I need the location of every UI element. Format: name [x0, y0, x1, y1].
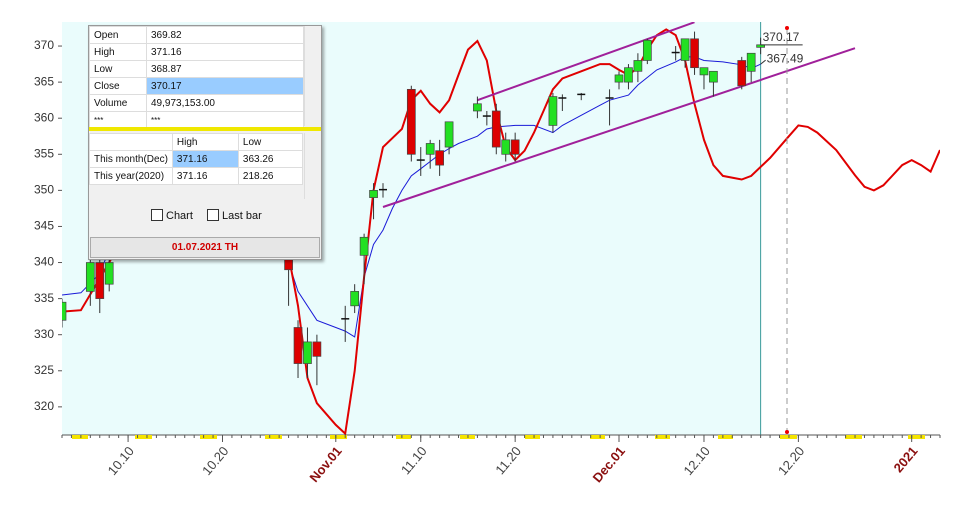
candle-body [690, 38, 699, 69]
label: High [89, 43, 147, 61]
x-tick-label: 10.10 [105, 443, 137, 478]
y-tick-label: 340 [34, 255, 54, 269]
indicator-line [62, 56, 761, 338]
indicator-line [477, 22, 695, 102]
data-window: Open 369.82 High 371.16 Low 368.87 Close 370… [88, 25, 322, 260]
y-tick-label: 320 [34, 399, 54, 413]
x-tick-label: 11.10 [398, 443, 430, 477]
scrollbar[interactable] [304, 133, 320, 199]
candle-body [406, 88, 416, 155]
value: 371.16 [146, 43, 304, 61]
header: High [171, 133, 239, 151]
label: *** [89, 111, 147, 129]
candle-body [633, 60, 643, 72]
checkbox[interactable]: Last bar [207, 209, 262, 222]
candle-body [491, 110, 501, 148]
value: 368.87 [146, 60, 304, 78]
y-tick-label: 345 [34, 219, 54, 233]
candle-body [746, 52, 756, 72]
indicator-line [382, 47, 856, 208]
y-tick-label: 365 [34, 74, 54, 88]
candle-body [435, 150, 444, 166]
value: *** [146, 111, 304, 129]
last-price-label: 370.17 [763, 30, 800, 44]
candle-body [350, 291, 360, 307]
value: 49,973,153.00 [146, 94, 304, 112]
candle-body [548, 96, 558, 126]
candle-body [359, 236, 369, 256]
candle-body [699, 67, 709, 76]
candle-body [680, 38, 690, 61]
candle-body [369, 190, 378, 198]
candle-body [642, 39, 652, 61]
label: Open [89, 26, 147, 44]
value: 371.16 [171, 150, 239, 168]
candle-body [85, 262, 95, 292]
y-tick-label: 360 [34, 110, 54, 124]
x-tick-label: Dec.01 [590, 443, 628, 485]
x-tick-label: 12.10 [680, 443, 712, 478]
x-tick-label: 10.20 [199, 443, 231, 478]
candle-body [312, 341, 322, 357]
y-tick-label: 355 [34, 146, 54, 160]
header: Low [237, 133, 304, 151]
label: Close [89, 77, 147, 95]
cursor-marker [785, 26, 789, 30]
x-tick-label: Nov.01 [306, 443, 344, 485]
candle-body [95, 262, 105, 299]
candle-body [614, 74, 624, 83]
y-tick-label: 370 [34, 38, 54, 52]
plot-area [62, 22, 940, 435]
x-tick-label: 12.20 [775, 443, 807, 478]
candle-body [624, 67, 633, 83]
indicator-pointer [760, 59, 766, 65]
weekend-markers [72, 435, 925, 439]
label: This year(2020) [89, 167, 173, 185]
label: Low [89, 60, 147, 78]
quote-table: Open 369.82 High 371.16 Low 368.87 Close 370… [89, 26, 304, 129]
candle-body [293, 327, 303, 364]
y-tick-label: 325 [34, 363, 54, 377]
stats-table: High Low This month(Dec) 371.16 363.26 This… [89, 133, 304, 185]
value: 369.82 [146, 26, 304, 44]
x-tick-label: 2021 [891, 443, 921, 475]
y-tick-label: 335 [34, 291, 54, 305]
candle-body [104, 262, 114, 285]
indicator-line [62, 28, 940, 435]
candle-body [62, 301, 67, 321]
checkbox-label: Chart [166, 210, 193, 222]
checkbox-label: Last bar [222, 210, 262, 222]
value: 370.17 [146, 77, 304, 95]
cursor-marker [785, 430, 789, 434]
candle-body [473, 103, 482, 112]
splitter[interactable] [89, 127, 321, 131]
candle-body [425, 143, 435, 155]
candle-body [709, 70, 718, 83]
y-tick-label: 350 [34, 183, 54, 197]
candle-body [737, 60, 747, 87]
checkbox[interactable]: Chart [151, 209, 193, 222]
candle-body [303, 341, 312, 364]
footer-date: 01.07.2021 TH [90, 237, 320, 258]
value: 363.26 [237, 150, 304, 168]
value: 218.26 [237, 167, 304, 185]
label: This month(Dec) [89, 150, 173, 168]
candle-body [501, 139, 511, 155]
y-tick-label: 330 [34, 327, 54, 341]
scrollbar[interactable] [304, 26, 320, 126]
label: Volume [89, 94, 147, 112]
candle-body [510, 139, 520, 155]
x-tick-label: 11.20 [492, 443, 524, 477]
candle-body [444, 121, 454, 148]
value: 371.16 [171, 167, 239, 185]
indicator-label: 367.49 [767, 51, 804, 65]
